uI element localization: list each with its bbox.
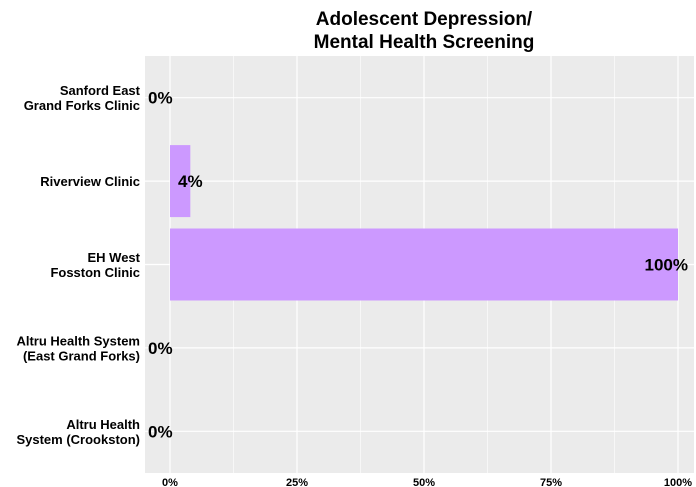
category-label: Fosston Clinic xyxy=(50,265,140,280)
bar xyxy=(170,228,678,301)
x-tick-label: 0% xyxy=(162,477,178,487)
chart-title-line-1: Adolescent Depression/ xyxy=(316,9,533,30)
x-tick-labels: 0% 25% 50% 75% 100% xyxy=(162,477,692,487)
category-label: EH West xyxy=(88,250,141,265)
category-label: (East Grand Forks) xyxy=(23,348,140,363)
category-label: Altru Health System xyxy=(16,333,140,348)
category-label: Altru Health xyxy=(66,417,140,432)
bars-layer xyxy=(170,145,678,301)
category-label: Grand Forks Clinic xyxy=(24,98,140,113)
x-tick-label: 50% xyxy=(413,477,435,487)
labels-layer: 0% 4% 100% 0% 0% xyxy=(148,89,688,442)
data-label: 0% xyxy=(148,339,173,358)
x-tick-label: 75% xyxy=(540,477,562,487)
data-label: 4% xyxy=(178,172,203,191)
category-label: Sanford East xyxy=(60,83,141,98)
x-tick-label: 25% xyxy=(286,477,308,487)
category-label: Riverview Clinic xyxy=(40,174,140,189)
grid-layer xyxy=(145,56,694,473)
x-tick-label: 100% xyxy=(664,477,692,487)
data-label: 0% xyxy=(148,89,173,108)
bar xyxy=(170,145,191,218)
data-label: 0% xyxy=(148,422,173,441)
category-label: System (Crookston) xyxy=(16,432,140,447)
data-label: 100% xyxy=(645,256,688,275)
chart-title-line-2: Mental Health Screening xyxy=(314,32,535,53)
